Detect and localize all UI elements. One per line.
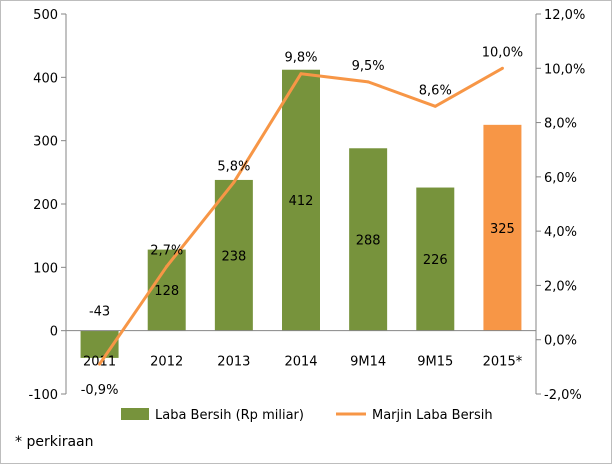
category-label: 9M15 — [417, 355, 453, 370]
margin-point — [433, 104, 437, 108]
left-tick-label: 100 — [33, 261, 58, 276]
category-label: 2015* — [483, 355, 523, 370]
right-tick-label: 10,0% — [544, 62, 585, 77]
right-tick-label: 6,0% — [544, 171, 577, 186]
margin-point — [500, 66, 504, 70]
line-data-label: 8,6% — [419, 83, 452, 98]
left-tick-label: 200 — [33, 198, 58, 213]
bar — [416, 187, 455, 331]
bar-data-label: 325 — [490, 222, 515, 237]
left-tick-label: 300 — [33, 135, 58, 150]
bar — [147, 249, 186, 331]
category-label: 2012 — [150, 355, 183, 370]
line-data-label: 5,8% — [217, 159, 250, 174]
right-tick-label: 4,0% — [544, 225, 577, 240]
category-label: 2013 — [217, 355, 250, 370]
right-tick-label: 12,0% — [544, 8, 585, 23]
left-tick-label: 400 — [33, 71, 58, 86]
right-tick-label: 2,0% — [544, 279, 577, 294]
margin-point — [98, 362, 102, 366]
left-tick-label: 0 — [50, 325, 58, 340]
line-data-label: -0,9% — [81, 383, 119, 398]
right-tick-label: 0,0% — [544, 334, 577, 349]
bar-data-label: 412 — [289, 194, 314, 209]
right-tick-label: 8,0% — [544, 117, 577, 132]
margin-point — [232, 180, 236, 184]
line-data-label: 10,0% — [482, 45, 523, 60]
bar — [349, 148, 388, 331]
bar — [282, 69, 320, 331]
bar-data-label: 226 — [423, 253, 448, 268]
left-tick-label: -100 — [28, 388, 58, 403]
bar — [214, 179, 253, 331]
category-label: 2014 — [284, 355, 317, 370]
legend-bar-swatch — [121, 408, 149, 420]
legend-bar-label: Laba Bersih (Rp miliar) — [155, 408, 304, 423]
bar-data-label: 288 — [356, 233, 381, 248]
right-tick-label: -2,0% — [544, 388, 582, 403]
legend-line-label: Marjin Laba Bersih — [372, 408, 493, 423]
left-tick-label: 500 — [33, 8, 58, 23]
bar-data-label: 128 — [154, 284, 179, 299]
bar-data-label: 238 — [221, 249, 246, 264]
margin-point — [299, 72, 303, 76]
footnote: * perkiraan — [15, 434, 94, 450]
line-data-label: 2,7% — [150, 243, 183, 258]
line-data-label: 9,8% — [284, 51, 317, 66]
line-data-label: 9,5% — [352, 59, 385, 74]
bar — [483, 124, 522, 331]
category-label: 9M14 — [350, 355, 386, 370]
bar-data-label: -43 — [89, 305, 110, 320]
margin-point — [165, 264, 169, 268]
margin-point — [366, 80, 370, 84]
